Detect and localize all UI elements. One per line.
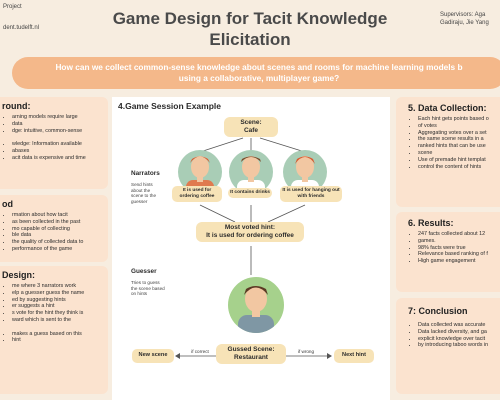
conclusion-item: Data lacked diversity, and ga (418, 329, 500, 336)
hint-1: It is used for ordering coffee (172, 186, 222, 202)
guesser-avatar (228, 277, 284, 333)
background-item (12, 134, 104, 141)
research-question-banner: How can we collect common-sense knowledg… (12, 57, 500, 89)
data-collection-item: Use of premade hint templat (418, 157, 500, 164)
method-title: od (2, 199, 13, 209)
method-item: the quality of collected data to (12, 239, 104, 246)
results-item: 247 facts collected about 12 (418, 231, 500, 238)
scene-label: Scene: Cafe (224, 117, 278, 137)
design-item: hint (12, 337, 104, 344)
method-list: rmation about how tacitas been collected… (2, 212, 104, 253)
background-item: abases (12, 148, 104, 155)
guesser-note: Tries to guess the scene based on hints (131, 280, 165, 297)
poster-title: Game Design for Tacit Knowledge Elicitat… (60, 8, 440, 50)
narrators-label: Narrators (131, 170, 160, 177)
design-list: me where 3 narrators workelp a guesser g… (2, 283, 104, 344)
design-item: er suggests a hint (12, 303, 104, 310)
hint-3: It is used for hanging out with friends (280, 186, 342, 202)
method-section: od rmation about how tacitas been collec… (0, 195, 108, 262)
results-item: games. (418, 238, 500, 245)
data-collection-item: of votes (418, 123, 500, 130)
background-list: arning models require largedatadge: intu… (2, 114, 104, 162)
method-item: mo capable of collecting (12, 226, 104, 233)
question-line2: using a collaborative, multiplayer game? (178, 73, 340, 83)
title-line1: Game Design for Tacit Knowledge (112, 9, 388, 28)
conclusion-item: Data collected was accurate (418, 322, 500, 329)
guesser-label: Guesser (131, 268, 157, 275)
background-item: wledge: Information available (12, 141, 104, 148)
guessed-scene: Gussed Scene: Restaurant (216, 344, 286, 364)
design-item: ward which is sent to the (12, 317, 104, 324)
voted-line2: It is used for ordering coffee (206, 232, 294, 239)
design-item: s vote for the hint they think is (12, 310, 104, 317)
results-item: 98% facts were true (418, 245, 500, 252)
guess-line2: Restaurant (234, 354, 268, 361)
design-item: makes a guess based on this (12, 331, 104, 338)
header-left: Project dent.tudelft.nl (3, 3, 39, 33)
data-collection-list: Each hint gets points based oof votesAgg… (408, 116, 500, 170)
method-item: rmation about how tacit (12, 212, 104, 219)
data-collection-item: Each hint gets points based o (418, 116, 500, 123)
data-collection-item: control the content of hints (418, 164, 500, 171)
data-collection-item: ranked hints that can be use (418, 143, 500, 150)
correct-label: if correct (191, 349, 209, 354)
project-label: Project (3, 4, 22, 10)
data-collection-section: 5. Data Collection: Each hint gets point… (396, 97, 500, 207)
supervisors: Supervisors: Aga Gadiraju, Jie Yang (440, 11, 498, 27)
scene-label-line1: Scene: (240, 119, 262, 126)
results-list: 247 facts collected about 12games.98% fa… (408, 231, 500, 265)
method-item: performance of the game (12, 246, 104, 253)
conclusion-item: by introducing taboo words in (418, 342, 500, 349)
design-item (12, 324, 104, 331)
design-item: me where 3 narrators work (12, 283, 104, 290)
most-voted-hint: Most voted hint: It is used for ordering… (196, 222, 304, 242)
session-title: 4.Game Session Example (118, 101, 221, 111)
guess-line1: Gussed Scene: (227, 346, 275, 353)
narrators-note: Send hints about the scene to the guesse… (131, 182, 157, 204)
question-line1: How can we collect common-sense knowledg… (55, 62, 463, 72)
hint-2: It contains drinks (228, 188, 272, 198)
design-item: elp a guesser guess the name (12, 290, 104, 297)
data-collection-title: 5. Data Collection: (408, 103, 487, 113)
conclusion-section: 7: Conclusion Data collected was accurat… (396, 298, 500, 394)
method-item: as been collected in the past (12, 219, 104, 226)
data-collection-item: the same scene results in a (418, 136, 500, 143)
email-label: dent.tudelft.nl (3, 25, 40, 31)
results-item: High game engagement (418, 258, 500, 265)
design-item: ed by suggesting hints (12, 297, 104, 304)
design-title: Design: (2, 270, 36, 280)
background-item: acit data is expensive and time (12, 155, 104, 162)
data-collection-item: Aggregating votes over a set (418, 130, 500, 137)
conclusion-list: Data collected was accurateData lacked d… (408, 322, 500, 349)
scene-label-line2: Cafe (243, 127, 259, 134)
background-title: round: (2, 101, 31, 111)
guesser-icon (238, 286, 274, 333)
conclusion-title: 7: Conclusion (408, 306, 468, 316)
results-title: 6. Results: (408, 218, 454, 228)
title-line2: Elicitation (209, 30, 291, 49)
design-section: Design: me where 3 narrators workelp a g… (0, 266, 108, 394)
supervisors-line1: Supervisors: Aga (440, 12, 486, 18)
background-item: data (12, 121, 104, 128)
method-item: ble data (12, 232, 104, 239)
conclusion-item: explicit knowledge over tacit (418, 336, 500, 343)
background-section: round: arning models require largedatadg… (0, 97, 108, 189)
background-item: dge: intuitive, common-sense (12, 128, 104, 135)
new-scene-button: New scene (132, 349, 174, 363)
results-item: Relevance based ranking of f (418, 251, 500, 258)
next-hint-button: Next hint (334, 349, 374, 363)
voted-line1: Most voted hint: (224, 224, 276, 231)
results-section: 6. Results: 247 facts collected about 12… (396, 212, 500, 292)
background-item: arning models require large (12, 114, 104, 121)
data-collection-item: scene (418, 150, 500, 157)
supervisors-line2: Gadiraju, Jie Yang (440, 20, 489, 26)
wrong-label: if wrong (297, 349, 315, 354)
